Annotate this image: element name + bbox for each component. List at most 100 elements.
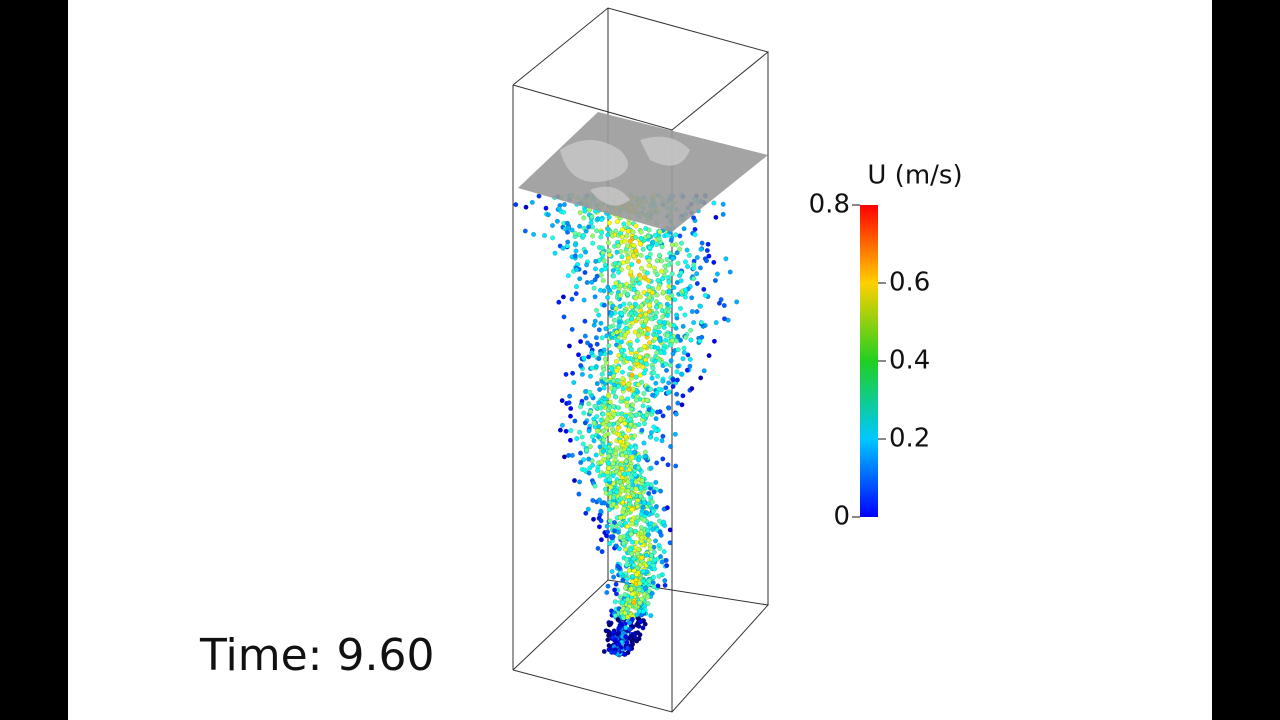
particle: [591, 285, 597, 291]
colorbar-title: U (m/s): [867, 161, 962, 191]
particle: [649, 375, 655, 381]
particle: [656, 324, 662, 330]
particle: [549, 222, 556, 229]
particle: [613, 394, 619, 400]
particle: [691, 215, 697, 221]
particle: [711, 259, 717, 265]
particle: [689, 385, 695, 392]
particle: [615, 377, 621, 383]
particle: [675, 400, 681, 406]
particle: [634, 571, 640, 578]
particle: [653, 479, 659, 485]
particle: [663, 557, 669, 563]
particle: [577, 210, 583, 216]
particle: [630, 386, 636, 392]
particle: [574, 436, 580, 442]
particle: [665, 332, 671, 338]
particle: [653, 538, 659, 544]
particle: [607, 541, 613, 547]
particle: [659, 244, 665, 250]
particle: [646, 278, 652, 284]
particle: [669, 271, 675, 277]
particle: [605, 637, 611, 643]
particle: [601, 427, 607, 434]
particle: [610, 635, 616, 641]
particle: [663, 367, 670, 373]
particle: [563, 371, 569, 377]
particle: [625, 228, 631, 234]
particle: [656, 357, 662, 363]
particle: [586, 224, 592, 230]
colorbar-tick-label: 0: [833, 502, 850, 532]
particle: [619, 227, 626, 233]
particle: [624, 640, 630, 646]
particle: [588, 220, 594, 226]
particle: [634, 357, 640, 363]
particle: [637, 276, 643, 282]
particle: [619, 599, 626, 605]
particle: [613, 581, 619, 587]
particle: [659, 268, 665, 274]
particle: [648, 494, 654, 500]
particle: [612, 599, 618, 605]
particle: [655, 583, 661, 589]
particle: [601, 456, 607, 462]
particle: [613, 358, 619, 364]
particle: [621, 506, 627, 512]
particle: [712, 277, 718, 284]
particle: [660, 314, 666, 320]
particle: [629, 474, 635, 480]
particle: [606, 220, 612, 226]
particle: [694, 309, 700, 315]
particle: [623, 634, 629, 640]
particle: [604, 589, 610, 596]
particle: [667, 527, 673, 533]
particle: [647, 542, 653, 548]
particle: [721, 316, 728, 322]
particle: [624, 233, 630, 239]
particle: [587, 444, 593, 450]
particle: [616, 269, 622, 275]
particle: [599, 371, 605, 377]
particle: [581, 410, 587, 416]
particle: [607, 252, 613, 258]
particle: [614, 368, 620, 374]
particle: [638, 252, 644, 258]
particle: [632, 234, 638, 240]
particle: [625, 447, 632, 453]
particle: [713, 214, 719, 220]
particle: [594, 413, 600, 420]
particle: [612, 613, 618, 619]
particle: [560, 294, 566, 300]
particle: [598, 320, 604, 326]
particle: [561, 454, 567, 460]
particle: [582, 420, 588, 426]
particle: [677, 233, 683, 239]
particle: [654, 292, 660, 298]
particle: [691, 320, 697, 326]
particle: [596, 356, 602, 362]
particle: [582, 208, 588, 214]
particle: [640, 364, 646, 370]
particle: [543, 205, 549, 211]
particle: [595, 545, 601, 551]
particle: [622, 546, 629, 552]
particle: [694, 254, 700, 261]
particle: [664, 505, 670, 511]
particle: [630, 573, 636, 580]
particle: [629, 304, 635, 310]
particle: [565, 273, 571, 279]
particle: [671, 322, 677, 328]
particle: [601, 437, 607, 443]
particle: [654, 512, 660, 519]
particle: [629, 638, 635, 644]
particle: [648, 434, 654, 440]
particle: [711, 200, 717, 206]
particle: [560, 245, 566, 251]
particle: [692, 232, 698, 238]
particle: [618, 356, 624, 362]
particle: [617, 439, 623, 445]
particle: [577, 223, 583, 229]
particle: [572, 242, 578, 248]
particle: [648, 613, 654, 619]
